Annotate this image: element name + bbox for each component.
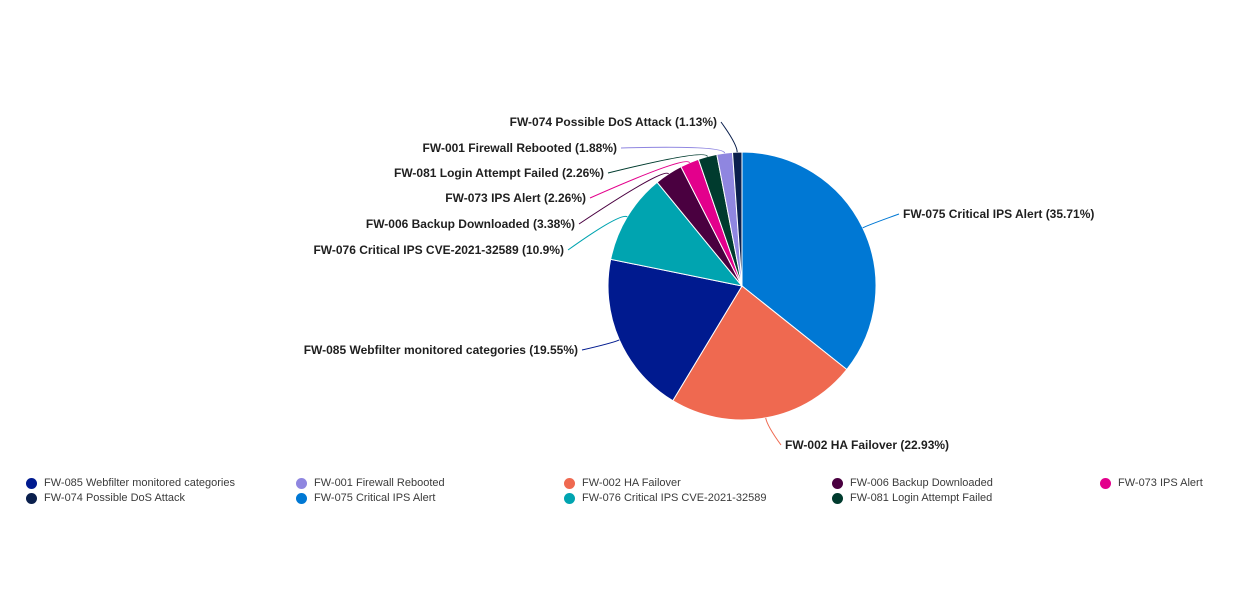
leader-line bbox=[765, 417, 782, 446]
legend-marker bbox=[296, 492, 307, 504]
leader-line bbox=[620, 146, 726, 154]
legend-item[interactable]: FW-073 IPS Alert bbox=[1100, 476, 1203, 490]
legend-item[interactable]: FW-081 Login Attempt Failed bbox=[832, 491, 992, 505]
slice-data-label: FW-001 Firewall Rebooted (1.88%) bbox=[423, 141, 617, 155]
legend-label: FW-002 HA Failover bbox=[582, 477, 681, 489]
slice-data-label: FW-075 Critical IPS Alert (35.71%) bbox=[903, 207, 1094, 221]
slice-data-label: FW-006 Backup Downloaded (3.38%) bbox=[366, 217, 575, 231]
slice-data-label: FW-073 IPS Alert (2.26%) bbox=[445, 191, 586, 205]
legend-marker bbox=[832, 492, 843, 504]
leader-line bbox=[589, 161, 691, 199]
pie-chart: FW-075 Critical IPS Alert (35.71%) FW-002… bbox=[304, 115, 1095, 452]
slice-data-label: FW-085 Webfilter monitored categories (1… bbox=[304, 343, 578, 357]
leader-line bbox=[720, 121, 738, 153]
legend-label: FW-076 Critical IPS CVE-2021-32589 bbox=[582, 492, 767, 504]
legend-marker bbox=[564, 477, 575, 489]
slice-data-label: FW-002 HA Failover (22.93%) bbox=[785, 438, 949, 452]
legend-label: FW-001 Firewall Rebooted bbox=[314, 477, 445, 489]
legend-marker bbox=[1100, 477, 1111, 489]
legend-item[interactable]: FW-075 Critical IPS Alert bbox=[296, 491, 435, 505]
slice-data-label: FW-074 Possible DoS Attack (1.13%) bbox=[510, 115, 717, 129]
leader-line bbox=[567, 215, 628, 251]
pie-slice[interactable] bbox=[607, 258, 743, 402]
pie-slice[interactable] bbox=[672, 285, 848, 421]
legend-marker bbox=[832, 477, 843, 489]
leader-line bbox=[862, 213, 900, 229]
legend-item[interactable]: FW-001 Firewall Rebooted bbox=[296, 476, 445, 490]
legend-label: FW-073 IPS Alert bbox=[1118, 477, 1203, 489]
slice-data-label: FW-076 Critical IPS CVE-2021-32589 (10.9… bbox=[313, 243, 564, 257]
legend-label: FW-006 Backup Downloaded bbox=[850, 477, 993, 489]
leader-line bbox=[607, 154, 708, 174]
legend-item[interactable]: FW-074 Possible DoS Attack bbox=[26, 491, 185, 505]
legend-label: FW-085 Webfilter monitored categories bbox=[44, 477, 235, 489]
legend-item[interactable]: FW-085 Webfilter monitored categories bbox=[26, 476, 235, 490]
leader-line bbox=[578, 172, 670, 225]
leader-line bbox=[581, 339, 620, 351]
legend-item[interactable]: FW-006 Backup Downloaded bbox=[832, 476, 993, 490]
legend-label: FW-075 Critical IPS Alert bbox=[314, 492, 436, 504]
legend-marker bbox=[564, 492, 575, 504]
legend-marker bbox=[26, 492, 37, 504]
legend-item[interactable]: FW-076 Critical IPS CVE-2021-32589 bbox=[564, 491, 766, 505]
legend-marker bbox=[296, 477, 307, 489]
legend-label: FW-081 Login Attempt Failed bbox=[850, 492, 993, 504]
legend-item[interactable]: FW-002 HA Failover bbox=[564, 476, 681, 490]
slice-data-label: FW-081 Login Attempt Failed (2.26%) bbox=[394, 166, 604, 180]
legend-marker bbox=[26, 477, 37, 489]
legend-label: FW-074 Possible DoS Attack bbox=[44, 492, 186, 504]
